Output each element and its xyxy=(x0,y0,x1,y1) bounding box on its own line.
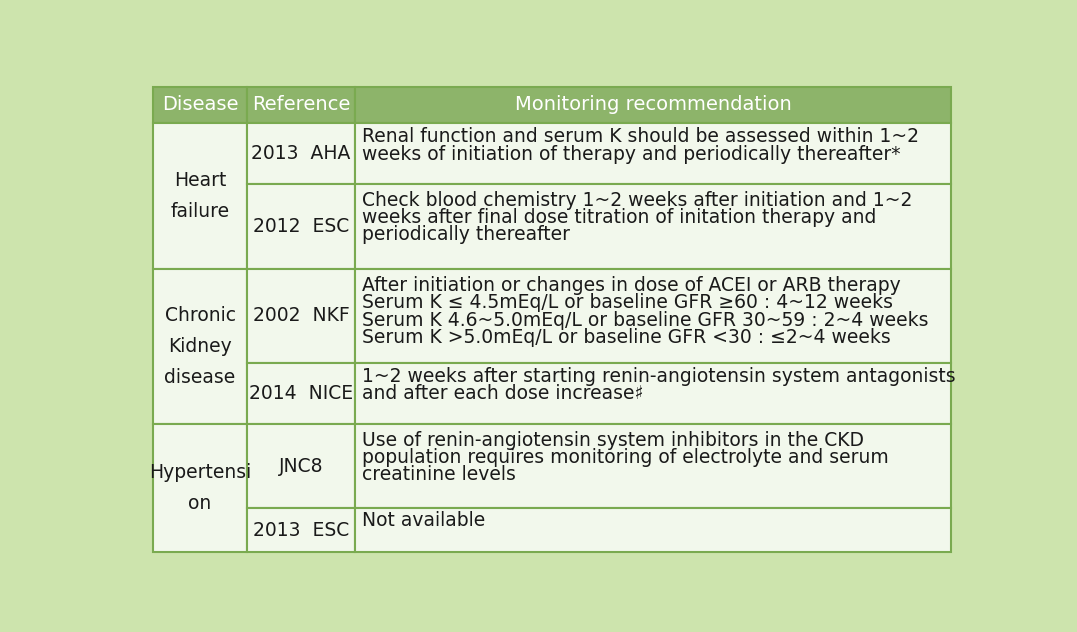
Bar xyxy=(247,424,354,509)
Text: 2002  NKF: 2002 NKF xyxy=(253,306,349,325)
Bar xyxy=(153,87,247,123)
Text: weeks after final dose titration of initation therapy and: weeks after final dose titration of init… xyxy=(362,209,876,228)
Text: Monitoring recommendation: Monitoring recommendation xyxy=(515,95,792,114)
Bar xyxy=(247,185,354,269)
Text: 2013  AHA: 2013 AHA xyxy=(251,144,351,163)
Text: Heart
failure: Heart failure xyxy=(170,171,229,221)
Bar xyxy=(354,509,951,552)
Text: Serum K 4.6~5.0mEq/L or baseline GFR 30~59 : 2~4 weeks: Serum K 4.6~5.0mEq/L or baseline GFR 30~… xyxy=(362,310,928,329)
Text: Serum K ≤ 4.5mEq/L or baseline GFR ≥60 : 4~12 weeks: Serum K ≤ 4.5mEq/L or baseline GFR ≥60 :… xyxy=(362,293,893,312)
Bar xyxy=(354,363,951,424)
Text: 2013  ESC: 2013 ESC xyxy=(253,521,349,540)
Bar xyxy=(247,87,354,123)
Bar xyxy=(247,509,354,552)
Bar xyxy=(247,363,354,424)
Text: periodically thereafter: periodically thereafter xyxy=(362,226,570,245)
Text: 2012  ESC: 2012 ESC xyxy=(253,217,349,236)
Bar xyxy=(354,185,951,269)
Text: After initiation or changes in dose of ACEI or ARB therapy: After initiation or changes in dose of A… xyxy=(362,276,900,295)
Bar xyxy=(153,424,247,552)
Text: and after each dose increase♯: and after each dose increase♯ xyxy=(362,384,643,403)
Text: Disease: Disease xyxy=(162,95,238,114)
Bar xyxy=(247,269,354,363)
Text: Not available: Not available xyxy=(362,511,485,530)
Text: Renal function and serum K should be assessed within 1~2: Renal function and serum K should be ass… xyxy=(362,128,919,147)
Bar xyxy=(354,123,951,185)
Bar xyxy=(153,123,247,269)
Text: Check blood chemistry 1~2 weeks after initiation and 1~2: Check blood chemistry 1~2 weeks after in… xyxy=(362,191,912,210)
Bar xyxy=(354,269,951,363)
Bar xyxy=(153,269,247,424)
Text: Use of renin-angiotensin system inhibitors in the CKD: Use of renin-angiotensin system inhibito… xyxy=(362,431,864,450)
Text: Chronic
Kidney
disease: Chronic Kidney disease xyxy=(165,306,236,387)
Bar xyxy=(354,424,951,509)
Text: Reference: Reference xyxy=(252,95,350,114)
Text: Hypertensi
on: Hypertensi on xyxy=(149,463,251,513)
Text: population requires monitoring of electrolyte and serum: population requires monitoring of electr… xyxy=(362,448,889,467)
Bar xyxy=(247,123,354,185)
Text: creatinine levels: creatinine levels xyxy=(362,465,516,484)
Text: weeks of initiation of therapy and periodically thereafter*: weeks of initiation of therapy and perio… xyxy=(362,145,900,164)
Text: 1~2 weeks after starting renin-angiotensin system antagonists: 1~2 weeks after starting renin-angiotens… xyxy=(362,367,955,386)
Bar xyxy=(354,87,951,123)
Text: 2014  NICE: 2014 NICE xyxy=(249,384,353,403)
Text: Serum K >5.0mEq/L or baseline GFR <30 : ≤2~4 weeks: Serum K >5.0mEq/L or baseline GFR <30 : … xyxy=(362,327,891,347)
Text: JNC8: JNC8 xyxy=(279,457,323,476)
